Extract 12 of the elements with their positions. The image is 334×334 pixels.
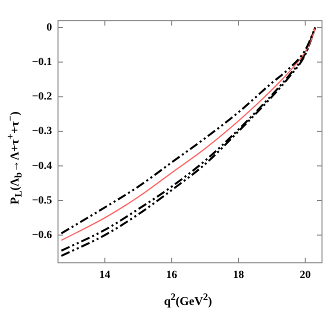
x-tick-label: 18 <box>232 269 244 282</box>
x-tick-label: 20 <box>300 269 312 282</box>
x-axis-title: q$^{2}$(GeV$^{2}$) <box>164 292 212 309</box>
x-tick-label: 14 <box>99 269 111 282</box>
y-tick-label: −0.3 <box>32 125 53 138</box>
y-tick-label: 0 <box>46 21 53 34</box>
y-tick-label: −0.5 <box>32 194 53 206</box>
y-tick-label: −0.6 <box>32 228 53 241</box>
x-tick-label: 16 <box>166 269 178 282</box>
y-tick-label: −0.1 <box>32 56 52 68</box>
y-tick-label: −0.4 <box>32 160 53 172</box>
y-tick-label: −0.2 <box>32 90 53 103</box>
